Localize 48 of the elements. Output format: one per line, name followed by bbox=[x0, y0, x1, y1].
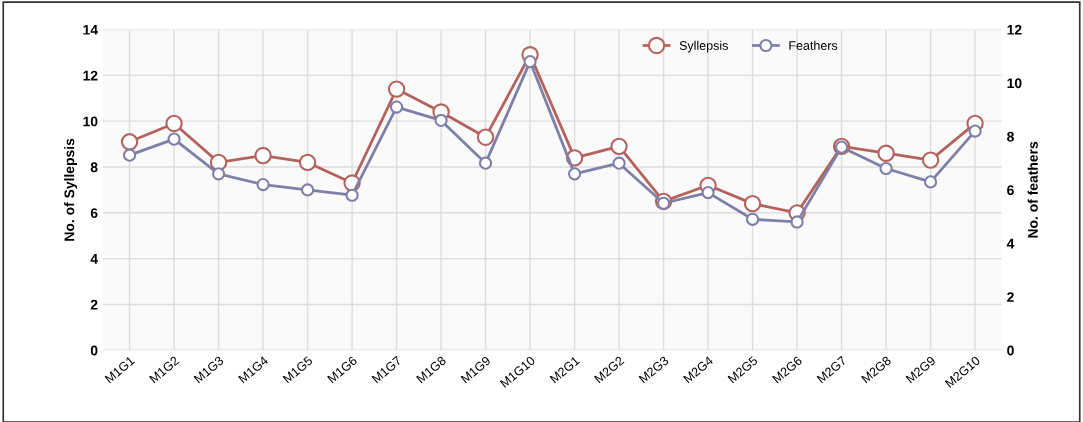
legend-label: Syllepsis bbox=[679, 40, 728, 53]
y-tick-label: 14 bbox=[83, 25, 98, 35]
point bbox=[387, 80, 406, 98]
y2-tick-label: 0 bbox=[1007, 345, 1014, 356]
point bbox=[923, 175, 938, 189]
point bbox=[300, 183, 315, 197]
y2-tick-label: 12 bbox=[1007, 24, 1022, 35]
point bbox=[345, 188, 359, 202]
point bbox=[567, 167, 582, 181]
y2-tick-label: 2 bbox=[1007, 292, 1014, 302]
point bbox=[256, 177, 270, 192]
y-tick-label: 8 bbox=[90, 162, 98, 173]
point bbox=[610, 137, 628, 156]
point bbox=[656, 196, 671, 210]
point bbox=[211, 167, 226, 181]
y2-tick-label: 10 bbox=[1007, 78, 1022, 89]
y-tick-label: 4 bbox=[90, 254, 98, 264]
point bbox=[790, 215, 804, 229]
point bbox=[122, 148, 137, 162]
y-tick-label: 6 bbox=[90, 208, 98, 218]
point bbox=[745, 212, 760, 226]
point bbox=[298, 153, 317, 172]
point bbox=[877, 144, 895, 162]
legend-label: Feathers bbox=[789, 40, 838, 50]
point bbox=[968, 124, 982, 138]
point bbox=[165, 114, 183, 133]
point bbox=[167, 132, 181, 146]
y-tick-label: 0 bbox=[90, 345, 98, 356]
point bbox=[120, 133, 139, 151]
y-tick-label: 12 bbox=[83, 70, 98, 81]
y2-axis-title: No. of feathers bbox=[1027, 141, 1038, 238]
point bbox=[476, 128, 495, 146]
point bbox=[434, 113, 448, 128]
point bbox=[743, 194, 762, 213]
y-tick-label: 10 bbox=[83, 116, 98, 127]
point bbox=[701, 185, 715, 200]
y-tick-label: 2 bbox=[90, 299, 98, 310]
y2-tick-label: 8 bbox=[1007, 131, 1014, 142]
point bbox=[612, 156, 626, 170]
point bbox=[523, 55, 537, 69]
point bbox=[921, 151, 940, 169]
y2-tick-label: 4 bbox=[1006, 238, 1015, 249]
point bbox=[254, 146, 272, 165]
point bbox=[879, 161, 893, 176]
point bbox=[478, 156, 493, 170]
y2-tick-label: 6 bbox=[1007, 185, 1014, 196]
y-axis-title: No. of Syllepsis bbox=[64, 138, 78, 241]
point bbox=[389, 100, 404, 114]
